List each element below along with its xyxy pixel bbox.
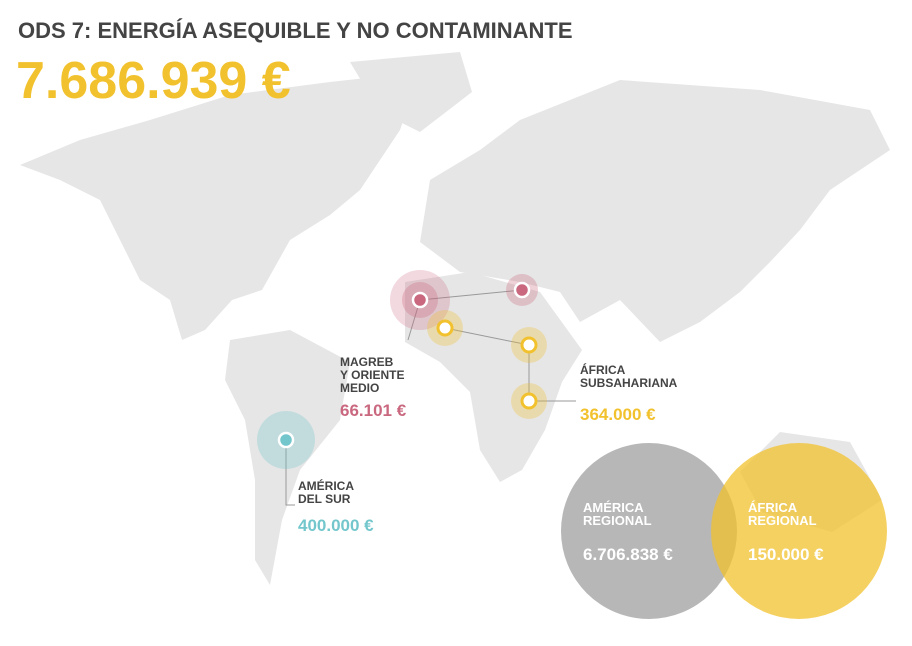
marker (513, 281, 531, 299)
markers (257, 270, 547, 469)
bubble-name: AMÉRICA (583, 500, 644, 515)
marker (411, 291, 429, 309)
bubble-name: REGIONAL (748, 513, 817, 528)
bubble-name: ÁFRICA (748, 500, 798, 515)
region-amount: 66.101 € (340, 401, 407, 420)
marker (520, 336, 538, 354)
south-america (225, 330, 350, 585)
marker (520, 392, 538, 410)
world-map (20, 52, 890, 585)
total: 7.686.939 € (16, 52, 291, 110)
bubble-amount: 6.706.838 € (583, 545, 673, 564)
connector (444, 327, 576, 402)
marker (277, 431, 295, 449)
region-name: MEDIO (340, 381, 379, 395)
greenland (350, 52, 472, 132)
north-america (20, 72, 420, 340)
connector (419, 289, 523, 301)
connector (285, 440, 295, 506)
connectors (285, 289, 576, 506)
region-amount: 364.000 € (580, 405, 656, 424)
region-amount: 400.000 € (298, 516, 374, 535)
region-name: Y ORIENTE (340, 368, 404, 382)
bubble-name: REGIONAL (583, 513, 652, 528)
bubble (711, 443, 887, 619)
region-name: AMÉRICA (298, 478, 354, 493)
region-name: ÁFRICA (580, 362, 626, 377)
region-name: MAGREB (340, 355, 394, 369)
bubble-amount: 150.000 € (748, 545, 824, 564)
region-name: DEL SUR (298, 492, 351, 506)
title: ODS 7: ENERGÍA ASEQUIBLE Y NO CONTAMINAN… (18, 18, 573, 43)
eurasia (420, 80, 890, 342)
bubble (561, 443, 737, 619)
marker (436, 319, 454, 337)
region-name: SUBSAHARIANA (580, 376, 678, 390)
